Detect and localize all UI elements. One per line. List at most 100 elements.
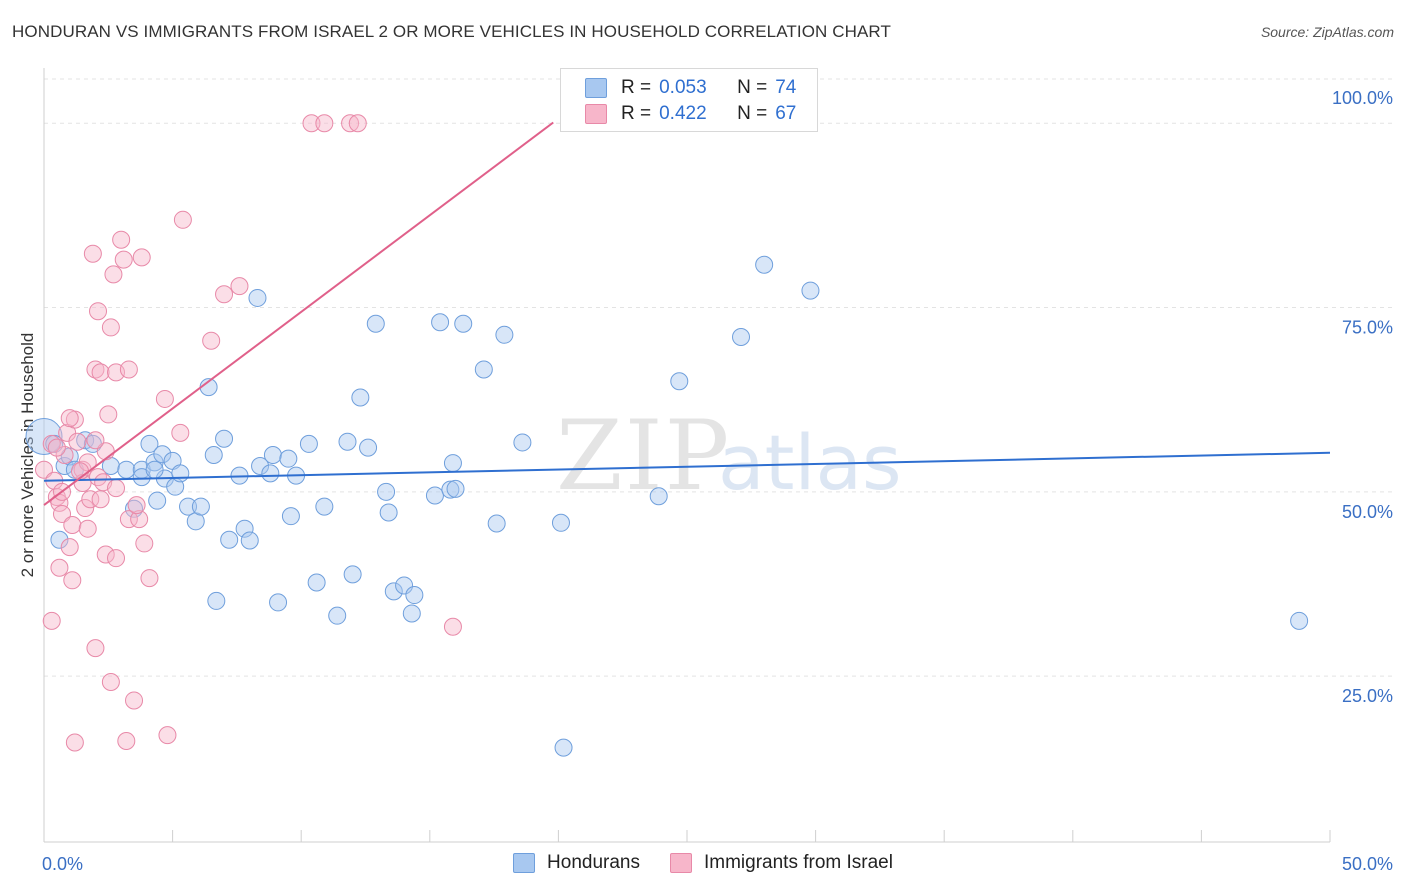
point-hondurans	[554, 738, 573, 757]
point-hondurans	[649, 487, 668, 506]
y-tick-label: 25.0%	[1342, 686, 1393, 706]
point-israel	[65, 733, 84, 752]
chart-title: HONDURAN VS IMMIGRANTS FROM ISRAEL 2 OR …	[12, 22, 891, 41]
point-israel	[47, 438, 66, 457]
point-israel	[35, 460, 53, 479]
point-israel	[63, 571, 82, 590]
point-hondurans	[235, 519, 254, 538]
point-hondurans	[755, 255, 774, 274]
point-hondurans	[240, 531, 259, 550]
y-tick-label: 75.0%	[1342, 318, 1393, 338]
point-hondurans	[1290, 611, 1309, 630]
legend-r-value: 0.422	[659, 103, 707, 124]
point-hondurans	[148, 491, 167, 510]
point-israel	[107, 549, 126, 568]
point-hondurans	[454, 314, 473, 333]
point-hondurans	[315, 497, 334, 516]
point-hondurans	[495, 325, 514, 344]
point-hondurans	[263, 445, 282, 464]
point-israel	[42, 434, 61, 453]
point-israel	[140, 569, 159, 588]
point-israel	[53, 504, 72, 523]
point-hondurans	[153, 445, 172, 464]
legend-swatch-hondurans	[513, 853, 536, 873]
point-israel	[230, 277, 249, 296]
point-hondurans	[281, 507, 300, 526]
point-israel	[155, 389, 174, 408]
point-hondurans	[171, 464, 190, 483]
point-hondurans	[251, 457, 270, 476]
point-israel	[60, 538, 79, 557]
point-hondurans	[551, 513, 570, 532]
source-label: Source: ZipAtlas.com	[1260, 24, 1394, 40]
point-israel	[60, 409, 79, 428]
series-legend: Hondurans Immigrants from Israel	[0, 852, 1406, 874]
point-hondurans	[487, 514, 506, 533]
point-hondurans	[328, 606, 347, 625]
point-hondurans	[338, 432, 357, 451]
trendline-hondurans	[43, 451, 1331, 482]
point-israel	[119, 510, 138, 529]
point-israel	[86, 431, 105, 450]
point-israel	[158, 726, 177, 745]
legend-swatch-hondurans	[585, 78, 607, 98]
point-israel	[443, 617, 462, 636]
point-israel	[101, 318, 120, 337]
point-hondurans	[377, 482, 396, 501]
point-israel	[114, 250, 133, 269]
point-hondurans	[431, 313, 450, 332]
point-hondurans	[117, 460, 136, 479]
point-hondurans	[801, 281, 820, 300]
point-hondurans	[140, 434, 159, 453]
watermark-zip: ZIP	[556, 400, 732, 512]
point-israel	[135, 534, 154, 553]
point-israel	[99, 405, 118, 424]
point-hondurans	[50, 530, 69, 549]
point-hondurans	[425, 486, 444, 505]
point-hondurans	[513, 433, 532, 452]
point-hondurans	[307, 573, 326, 592]
legend-row-hondurans: R = 0.053 N = 74	[585, 76, 796, 100]
point-hondurans	[441, 480, 460, 499]
point-hondurans	[402, 604, 421, 623]
point-israel	[202, 331, 221, 350]
point-hondurans	[220, 530, 239, 549]
point-israel	[104, 265, 123, 284]
point-hondurans	[359, 438, 378, 457]
point-israel	[83, 244, 102, 263]
legend-r-label: R =	[621, 77, 652, 98]
point-israel	[119, 360, 138, 379]
point-israel	[112, 230, 131, 249]
legend-swatch-israel	[585, 104, 607, 124]
point-hondurans	[446, 479, 465, 498]
point-israel	[130, 510, 149, 529]
legend-n-value: 74	[775, 77, 797, 98]
point-hondurans	[379, 503, 398, 522]
y-tick-label: 50.0%	[1342, 502, 1393, 522]
point-israel	[91, 363, 110, 382]
point-israel	[125, 691, 144, 710]
point-hondurans	[179, 497, 198, 516]
point-israel	[171, 423, 190, 442]
point-israel	[50, 558, 69, 577]
legend-n-label: N =	[737, 103, 768, 124]
point-israel	[86, 639, 105, 658]
point-israel	[89, 302, 108, 321]
point-hondurans	[405, 586, 424, 605]
y-tick-label: 100.0%	[1332, 88, 1393, 108]
x-tick-label: 0.0%	[42, 854, 83, 874]
point-hondurans	[351, 388, 370, 407]
point-israel	[63, 516, 82, 535]
trendline-israel	[43, 121, 554, 506]
point-hondurans	[207, 591, 226, 610]
point-israel	[55, 445, 74, 464]
legend-item-hondurans[interactable]: Hondurans	[513, 852, 640, 874]
point-hondurans	[299, 434, 318, 453]
point-israel	[107, 479, 126, 498]
point-israel	[117, 732, 136, 751]
point-israel	[132, 248, 151, 267]
point-israel	[81, 490, 100, 509]
legend-item-israel[interactable]: Immigrants from Israel	[669, 852, 893, 874]
point-hondurans	[670, 372, 689, 391]
